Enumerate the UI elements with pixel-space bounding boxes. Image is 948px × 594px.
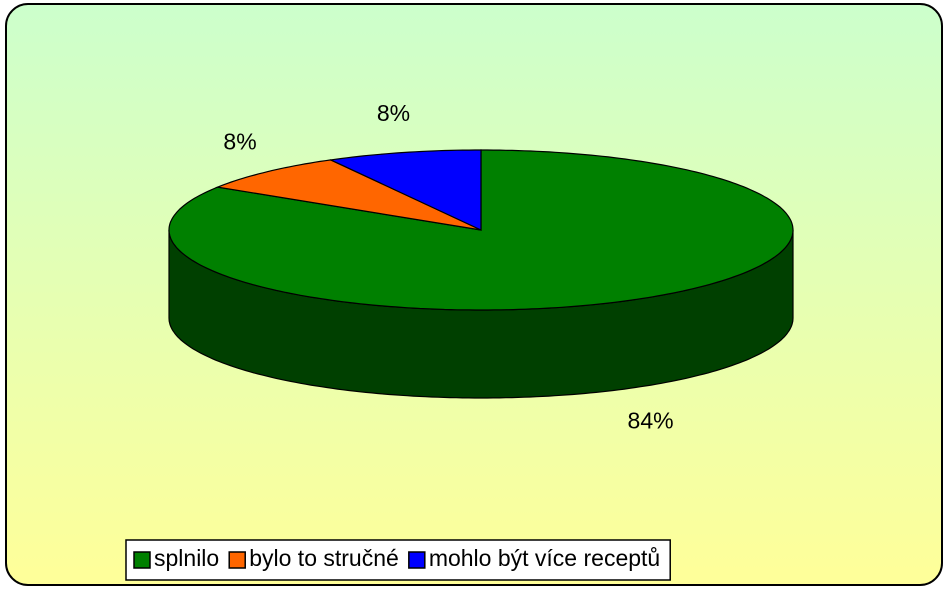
data-label: 8% (377, 100, 410, 126)
pie-slice (328, 149, 482, 231)
legend-box (125, 539, 671, 581)
legend-label: splnilo (154, 545, 219, 571)
pie: 84% 8% 8% (168, 100, 794, 433)
data-label: 8% (223, 128, 256, 154)
legend-swatch (228, 551, 246, 569)
legend-swatch (408, 551, 426, 569)
data-label: 84% (628, 407, 674, 433)
legend-label: bylo to stručné (249, 545, 399, 571)
pie-slice (215, 159, 482, 231)
legend: splnilo bylo to stručné mohlo být více rec… (125, 539, 671, 581)
legend-label: mohlo být více receptů (429, 545, 660, 571)
legend-swatch (133, 551, 151, 569)
